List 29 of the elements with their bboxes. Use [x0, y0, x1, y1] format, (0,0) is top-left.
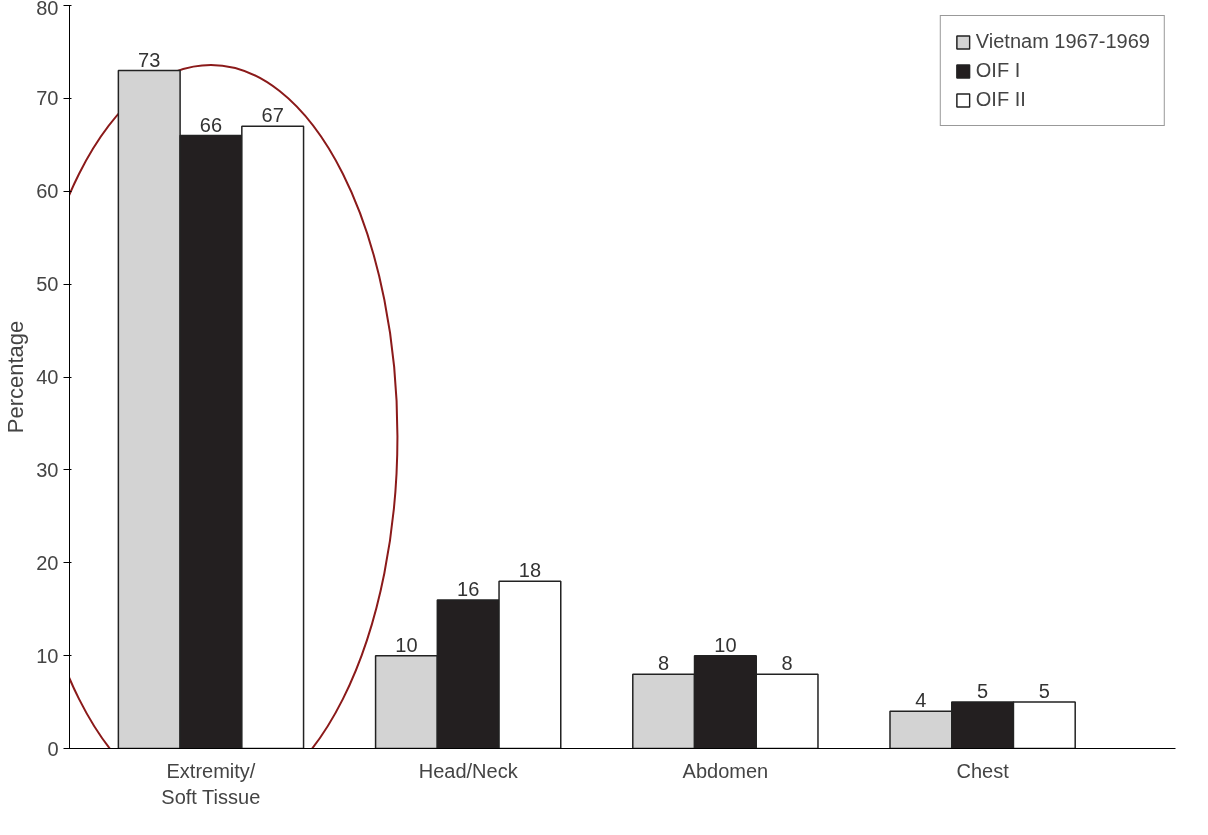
data-label: 10: [714, 633, 737, 656]
x-tick-label: Abdomen: [682, 759, 769, 782]
legend-label: OIF II: [975, 88, 1026, 111]
x-tick-label: Extremity/ Soft Tissue: [161, 759, 261, 808]
data-label: 4: [915, 689, 927, 712]
y-tick-label: 30: [36, 458, 59, 481]
y-tick-label: 60: [36, 180, 59, 203]
data-label: 5: [1038, 680, 1050, 703]
data-label: 66: [199, 113, 223, 136]
data-label: 5: [977, 680, 989, 703]
y-tick-label: 20: [36, 551, 59, 574]
y-tick-label: 70: [36, 87, 59, 110]
legend-label: OIF I: [975, 59, 1021, 82]
data-label: 10: [395, 633, 418, 656]
x-tick-label: Head/Neck: [418, 759, 519, 782]
data-label: 73: [138, 48, 161, 71]
data-label: 8: [781, 652, 793, 675]
data-label: 67: [261, 104, 284, 127]
y-tick-label: 0: [47, 737, 59, 760]
y-tick-label: 40: [36, 366, 59, 388]
y-axis-title: Percentage: [3, 320, 29, 434]
y-tick-label: 80: [36, 0, 59, 19]
data-label: 8: [658, 652, 670, 675]
legend-label: Vietnam 1967-1969: [975, 30, 1150, 53]
x-tick-label: Chest: [956, 759, 1010, 782]
data-label: 16: [457, 577, 480, 600]
y-tick-label: 50: [36, 273, 59, 296]
y-tick-label: 10: [36, 644, 59, 667]
data-label: 18: [518, 559, 542, 582]
